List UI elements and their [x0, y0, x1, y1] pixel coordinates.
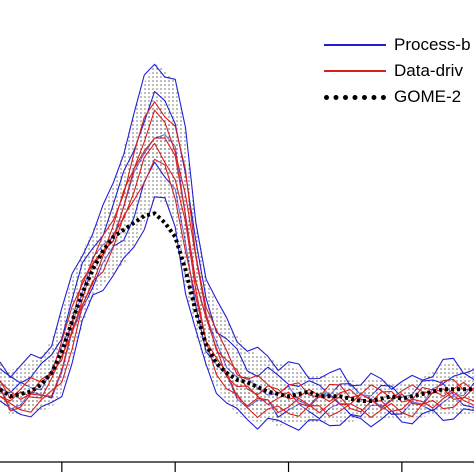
series-line-process-5 [0, 63, 474, 390]
legend-label-data: Data-driv [394, 61, 463, 80]
series-line-data-2 [0, 142, 474, 414]
legend-swatch-gome [324, 94, 386, 100]
series-line-data-1 [0, 158, 474, 418]
legend-label-gome: GOME-2 [394, 87, 462, 106]
x-axis-ticks [61, 462, 403, 472]
legend-swatch-process [324, 44, 386, 46]
legend-item-gome: GOME-2 [316, 84, 461, 110]
band-fill-data [0, 100, 474, 413]
series-line-data-3 [0, 137, 474, 409]
legend-item-data: Data-driv [316, 58, 463, 84]
legend: Process-b Data-driv GOME-2 [316, 28, 474, 134]
series-line-data-4 [0, 109, 474, 403]
legend-label-process: Process-b [394, 35, 471, 54]
plot-area [0, 63, 474, 431]
series-line-gome [0, 211, 474, 403]
series-line-process-4 [0, 90, 474, 398]
legend-swatch-data [324, 70, 386, 72]
legend-item-process: Process-b [316, 32, 471, 58]
